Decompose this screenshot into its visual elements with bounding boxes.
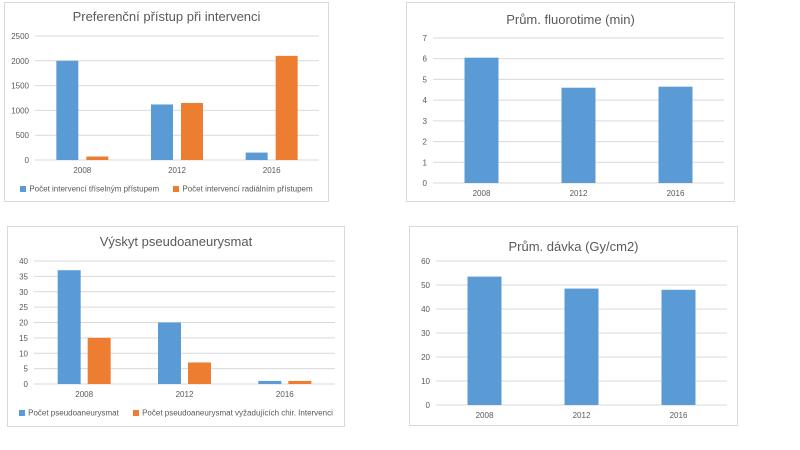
chart-panel-pseudoaneurysm: Výskyt pseudoaneurysmat 0 5 10 15 20 25 30 35 40… — [7, 226, 345, 427]
y-tick-label: 5 — [24, 365, 29, 374]
y-tick-label: 4 — [423, 96, 428, 105]
legend-swatch — [20, 185, 27, 192]
chart-panel-access: Preferenční přístup při intervenci 0 500 1… — [4, 2, 329, 202]
y-tick-label: 1 — [423, 158, 428, 167]
y-tick-label: 30 — [19, 288, 28, 297]
chart-legend: Počet pseudoaneurysmat Počet pseudoaneur… — [8, 408, 344, 417]
x-tick-label: 2008 — [476, 411, 494, 420]
x-tick-label: 2008 — [75, 390, 93, 399]
bar — [561, 87, 596, 183]
x-tick-label: 2016 — [670, 411, 688, 420]
bar — [151, 104, 173, 160]
bar — [87, 337, 111, 384]
y-tick-label: 1000 — [11, 106, 29, 115]
chart-plot-access: 0 500 1000 1500 2000 2500 2008 2012 2016 — [11, 32, 319, 175]
chart-title: Prům. dávka (Gy/cm2) — [508, 239, 639, 254]
chart-plot-dose: 0 10 20 30 40 50 60 2008 2012 2016 — [421, 257, 727, 420]
y-tick-label: 0 — [24, 380, 29, 389]
y-tick-label: 6 — [423, 55, 428, 64]
legend-item-femoral: Počet intervencí tříselným přístupem — [20, 184, 159, 193]
bar — [288, 380, 312, 384]
y-tick-label: 0 — [423, 179, 428, 188]
bar — [658, 86, 693, 183]
chart-title: Prům. fluorotime (min) — [506, 12, 635, 27]
bar — [57, 270, 81, 384]
y-tick-label: 0 — [426, 401, 431, 410]
y-tick-label: 35 — [19, 272, 28, 281]
bar — [258, 380, 282, 384]
legend-swatch — [173, 185, 180, 192]
y-tick-label: 15 — [19, 334, 28, 343]
y-tick-label: 2 — [423, 138, 428, 147]
bar — [564, 288, 599, 405]
chart-title: Výskyt pseudoaneurysmat — [99, 234, 253, 249]
y-tick-label: 40 — [19, 257, 28, 266]
legend-label: Počet intervencí tříselným přístupem — [29, 184, 160, 194]
chart-panel-dose: Prům. dávka (Gy/cm2) 0 10 20 30 40 50 60 2008 20… — [409, 226, 738, 426]
y-tick-label: 40 — [421, 305, 430, 314]
bar — [158, 322, 181, 384]
bar — [56, 60, 79, 160]
y-tick-label: 20 — [421, 353, 430, 362]
legend-item-pseudoaneurysm: Počet pseudoaneurysmat — [19, 408, 119, 417]
legend-item-surgical: Počet pseudoaneurysmat vyžadujících chir… — [133, 408, 333, 417]
x-tick-label: 2012 — [573, 411, 591, 420]
bar — [181, 102, 203, 160]
chart-plot-pseudoaneurysm: 0 5 10 15 20 25 30 35 40 2008 2012 2016 — [19, 257, 335, 399]
y-tick-label: 1500 — [11, 82, 29, 91]
bar — [86, 156, 109, 160]
bar — [661, 289, 696, 405]
x-tick-label: 2012 — [176, 390, 194, 399]
legend-swatch — [19, 409, 26, 416]
y-tick-label: 5 — [423, 75, 428, 84]
y-tick-label: 2000 — [11, 57, 29, 66]
y-tick-label: 10 — [19, 349, 28, 358]
x-tick-label: 2016 — [263, 166, 281, 175]
y-tick-label: 0 — [25, 156, 30, 165]
legend-label: Počet pseudoaneurysmat vyžadujících chir… — [142, 408, 333, 418]
y-tick-label: 50 — [421, 281, 430, 290]
y-tick-label: 500 — [16, 131, 30, 140]
chart-panel-fluorotime: Prům. fluorotime (min) 0 1 2 3 4 5 6 7 2008 2012 2… — [406, 2, 735, 202]
y-tick-label: 10 — [421, 377, 430, 386]
chart-legend: Počet intervencí tříselným přístupem Poč… — [5, 184, 328, 193]
y-tick-label: 3 — [423, 117, 428, 126]
y-tick-label: 60 — [421, 257, 430, 266]
chart-plot-fluorotime: 0 1 2 3 4 5 6 7 2008 2012 2016 — [423, 34, 724, 198]
chart-title: Preferenční přístup při intervenci — [72, 9, 261, 24]
legend-item-radial: Počet intervencí radiálním přístupem — [173, 184, 313, 194]
x-tick-label: 2008 — [73, 166, 91, 175]
bar — [464, 57, 499, 183]
legend-swatch — [133, 409, 140, 416]
x-tick-label: 2016 — [667, 189, 685, 198]
y-tick-label: 20 — [19, 319, 28, 328]
x-tick-label: 2016 — [276, 390, 294, 399]
bar — [188, 362, 211, 384]
legend-label: Počet pseudoaneurysmat — [28, 408, 119, 418]
bar — [467, 276, 502, 405]
x-tick-label: 2012 — [570, 189, 588, 198]
y-tick-label: 7 — [423, 34, 428, 43]
x-tick-label: 2008 — [473, 189, 491, 198]
legend-label: Počet intervencí radiálním přístupem — [182, 184, 313, 194]
y-tick-label: 2500 — [11, 32, 29, 41]
y-tick-label: 25 — [19, 303, 28, 312]
bar — [245, 152, 268, 160]
y-tick-label: 30 — [421, 329, 430, 338]
x-tick-label: 2012 — [168, 166, 186, 175]
bar — [275, 55, 298, 161]
